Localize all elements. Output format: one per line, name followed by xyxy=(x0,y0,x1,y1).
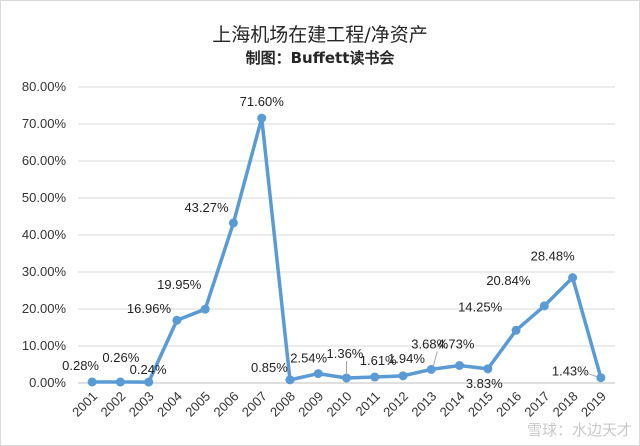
x-axis: 2001200220032004200520062007200820092010… xyxy=(69,389,609,420)
data-point xyxy=(370,372,380,382)
x-tick-label: 2010 xyxy=(324,389,355,420)
x-tick-label: 2007 xyxy=(239,389,270,420)
data-point xyxy=(200,304,210,314)
y-tick-label: 0.00% xyxy=(29,375,66,390)
y-tick-label: 80.00% xyxy=(22,79,67,94)
data-point xyxy=(87,377,97,387)
x-tick-label: 2001 xyxy=(69,389,100,420)
data-label: 3.68% xyxy=(411,336,448,351)
y-tick-label: 20.00% xyxy=(22,301,67,316)
x-tick-label: 2016 xyxy=(493,389,524,420)
data-point xyxy=(511,325,521,335)
watermark: 雪球：水边天才 xyxy=(526,421,632,439)
data-label: 4.73% xyxy=(438,336,475,351)
data-labels: 0.28%0.26%0.24% 16.96% 19.95% 43.27% 71.60% 0… xyxy=(62,94,598,391)
data-label: 0.24% xyxy=(130,362,167,377)
y-tick-label: 40.00% xyxy=(22,227,67,242)
data-label: 1.61% xyxy=(360,353,397,368)
data-point xyxy=(483,364,493,374)
data-label: 14.25% xyxy=(458,299,503,314)
data-label: 0.85% xyxy=(251,360,288,375)
data-point xyxy=(115,377,125,387)
data-point xyxy=(455,360,465,370)
x-tick-label: 2015 xyxy=(465,389,496,420)
x-tick-label: 2017 xyxy=(521,389,552,420)
chart-subtitle: 制图：Buffett读书会 xyxy=(245,49,395,67)
y-tick-label: 60.00% xyxy=(22,153,67,168)
x-tick-label: 2019 xyxy=(578,389,609,420)
x-tick-label: 2012 xyxy=(380,389,411,420)
x-tick-label: 2018 xyxy=(550,389,581,420)
x-tick-label: 2002 xyxy=(97,389,128,420)
data-label: 43.27% xyxy=(184,200,229,215)
y-tick-label: 30.00% xyxy=(22,264,67,279)
data-label: 19.95% xyxy=(157,277,202,292)
leader-line xyxy=(582,371,598,378)
data-label: 0.26% xyxy=(102,350,139,365)
series-line xyxy=(87,113,606,387)
data-point xyxy=(313,369,323,379)
y-tick-label: 70.00% xyxy=(22,116,67,131)
series-line-path xyxy=(92,116,603,384)
chart-title: 上海机场在建工程/净资产 xyxy=(212,24,428,46)
data-label: 2.54% xyxy=(290,351,327,366)
x-tick-label: 2004 xyxy=(154,389,185,420)
data-label: 20.84% xyxy=(486,273,531,288)
x-tick-label: 2008 xyxy=(267,389,298,420)
data-point xyxy=(257,113,267,123)
data-point xyxy=(228,218,238,228)
data-label: 71.60% xyxy=(240,94,285,109)
data-label: 1.36% xyxy=(327,346,364,361)
gridlines xyxy=(78,86,615,384)
data-label: 3.83% xyxy=(466,376,503,391)
data-point xyxy=(342,373,351,383)
data-point xyxy=(172,315,182,325)
data-label: 1.43% xyxy=(552,364,589,379)
data-point xyxy=(568,273,578,283)
x-tick-label: 2009 xyxy=(295,389,326,420)
data-point xyxy=(426,364,436,374)
x-tick-label: 2013 xyxy=(408,389,439,420)
y-tick-label: 50.00% xyxy=(22,190,67,205)
data-point xyxy=(398,371,408,381)
data-point xyxy=(539,301,549,311)
x-tick-label: 2014 xyxy=(437,389,468,420)
x-tick-label: 2006 xyxy=(211,389,242,420)
data-label: 1.94% xyxy=(388,351,425,366)
leader-line xyxy=(432,351,438,367)
data-label: 0.28% xyxy=(62,358,99,373)
data-label: 28.48% xyxy=(531,249,576,264)
data-point xyxy=(144,377,154,387)
x-tick-label: 2003 xyxy=(126,389,157,420)
data-point xyxy=(285,375,295,385)
data-point xyxy=(596,373,606,383)
y-axis: 0.00% 10.00% 20.00% 30.00% 40.00% 50.00% 60.00… xyxy=(22,79,67,390)
x-tick-label: 2011 xyxy=(353,389,383,419)
y-tick-label: 10.00% xyxy=(22,338,67,353)
data-label: 16.96% xyxy=(127,301,172,316)
x-tick-label: 2005 xyxy=(182,389,213,420)
